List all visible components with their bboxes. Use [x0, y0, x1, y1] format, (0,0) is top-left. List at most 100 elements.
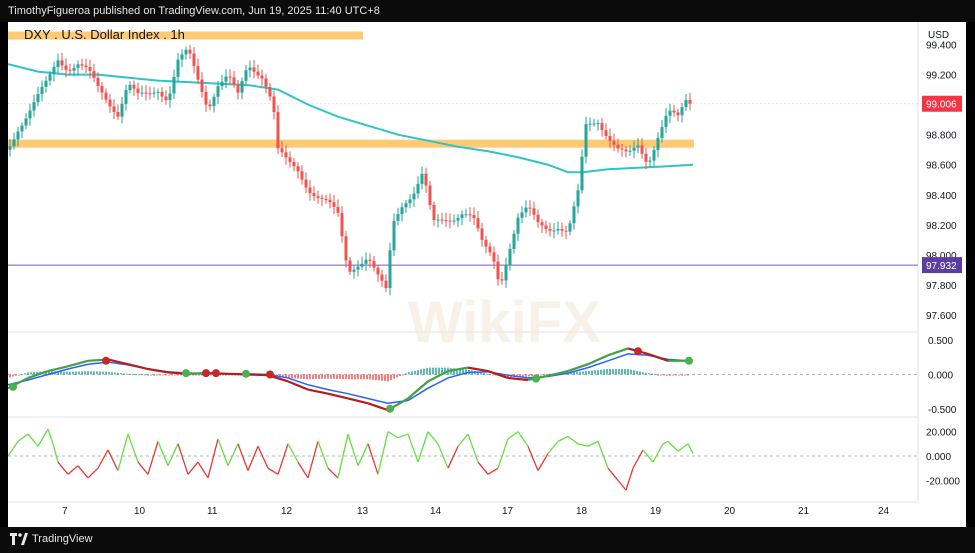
x-axis-label: 17 — [502, 506, 514, 517]
macd-histogram-bar — [18, 374, 20, 376]
candle-body — [172, 76, 176, 94]
oscillator-line-segment — [147, 441, 159, 475]
oscillator-tick-label: 20.000 — [926, 428, 957, 439]
candle-body — [496, 261, 500, 280]
oscillator-line-segment — [677, 443, 689, 452]
macd-histogram-bar — [540, 374, 542, 376]
candle-body — [476, 218, 480, 229]
macd-histogram-bar — [75, 371, 77, 375]
candle-body — [540, 222, 544, 226]
candle-body — [384, 280, 388, 288]
candle-body — [144, 92, 148, 94]
macd-cross-dot — [634, 347, 642, 356]
candle-body — [24, 118, 28, 126]
oscillator-line-segment — [247, 446, 259, 471]
oscillator-line-segment — [547, 440, 559, 454]
candle-body — [220, 81, 224, 87]
macd-histogram-bar — [684, 374, 686, 376]
candle-body — [684, 100, 688, 108]
macd-histogram-bar — [15, 374, 17, 376]
candle-body — [508, 249, 512, 265]
candle-body — [572, 206, 576, 224]
macd-histogram-bar — [525, 374, 527, 377]
macd-histogram-bar — [405, 373, 407, 375]
macd-histogram-bar — [477, 371, 479, 375]
oscillator-line-segment — [557, 435, 569, 442]
x-axis-label: 21 — [798, 506, 810, 517]
candle-body — [68, 69, 72, 71]
macd-histogram-bar — [681, 374, 683, 376]
macd-histogram-bar — [360, 374, 362, 380]
candle-body — [448, 220, 452, 222]
macd-histogram-bar — [504, 374, 506, 377]
candle-body — [160, 91, 164, 97]
candle-body — [340, 212, 344, 237]
macd-histogram-bar — [309, 374, 311, 380]
candle-body — [652, 149, 656, 161]
candle-body — [80, 64, 84, 66]
oscillator-line-segment — [387, 431, 399, 439]
price-tick-label: 97.800 — [926, 281, 957, 292]
macd-histogram-bar — [99, 371, 101, 375]
candle-body — [560, 229, 564, 231]
candle-body — [564, 230, 568, 232]
candle-body — [120, 103, 124, 117]
macd-histogram-bar — [192, 374, 194, 376]
candle-body — [100, 85, 104, 93]
macd-histogram-bar — [675, 374, 677, 376]
candle-body — [688, 100, 692, 104]
macd-histogram-bar — [69, 371, 71, 375]
macd-histogram-bar — [492, 374, 494, 376]
oscillator-line-segment — [317, 441, 329, 469]
candle-body — [136, 88, 140, 94]
candle-body — [532, 208, 536, 215]
macd-histogram-bar — [636, 370, 638, 375]
macd-histogram-bar — [33, 372, 35, 375]
macd-histogram-bar — [84, 371, 86, 375]
candle-body — [568, 223, 572, 232]
macd-histogram-bar — [576, 371, 578, 375]
price-tick-label: 98.800 — [926, 131, 957, 142]
macd-line-segment — [607, 347, 629, 357]
macd-histogram-bar — [390, 374, 392, 381]
macd-line-segment — [427, 370, 449, 383]
oscillator-line-segment — [27, 433, 39, 447]
candle-body — [600, 122, 604, 131]
macd-line-segment — [147, 367, 169, 374]
candle-body — [88, 67, 92, 72]
candle-body — [60, 60, 64, 66]
macd-histogram-bar — [330, 374, 332, 379]
oscillator-line-segment — [47, 428, 54, 445]
macd-histogram-bar — [462, 369, 464, 375]
macd-histogram-bar — [57, 371, 59, 375]
macd-histogram-bar — [72, 371, 74, 375]
macd-histogram-bar — [156, 374, 158, 376]
oscillator-line-segment — [527, 446, 539, 471]
macd-histogram-bar — [588, 370, 590, 375]
chart-canvas[interactable]: WikiFX99.40099.20099.00098.80098.60098.4… — [8, 22, 966, 527]
price-zone — [8, 139, 694, 148]
macd-histogram-bar — [66, 371, 68, 375]
macd-histogram-bar — [222, 374, 224, 376]
candle-body — [520, 212, 524, 218]
macd-histogram-bar — [300, 374, 302, 379]
oscillator-line-segment — [177, 443, 189, 475]
candle-body — [636, 145, 640, 148]
macd-histogram-bar — [549, 373, 551, 375]
macd-tick-label: -0.500 — [928, 405, 957, 416]
macd-histogram-bar — [60, 371, 62, 375]
macd-histogram-bar — [63, 371, 65, 375]
macd-histogram-bar — [312, 374, 314, 380]
macd-histogram-bar — [318, 374, 320, 379]
macd-line-segment — [547, 370, 569, 377]
candle-body — [208, 104, 212, 107]
macd-histogram-bar — [375, 374, 377, 381]
oscillator-line-segment — [52, 443, 59, 463]
oscillator-line-segment — [337, 433, 349, 479]
candle-body — [264, 78, 268, 87]
oscillator-line-segment — [662, 440, 669, 445]
candle-body — [436, 219, 440, 221]
oscillator-line-segment — [107, 449, 119, 471]
macd-histogram-bar — [225, 374, 227, 376]
candle-body — [352, 269, 356, 272]
